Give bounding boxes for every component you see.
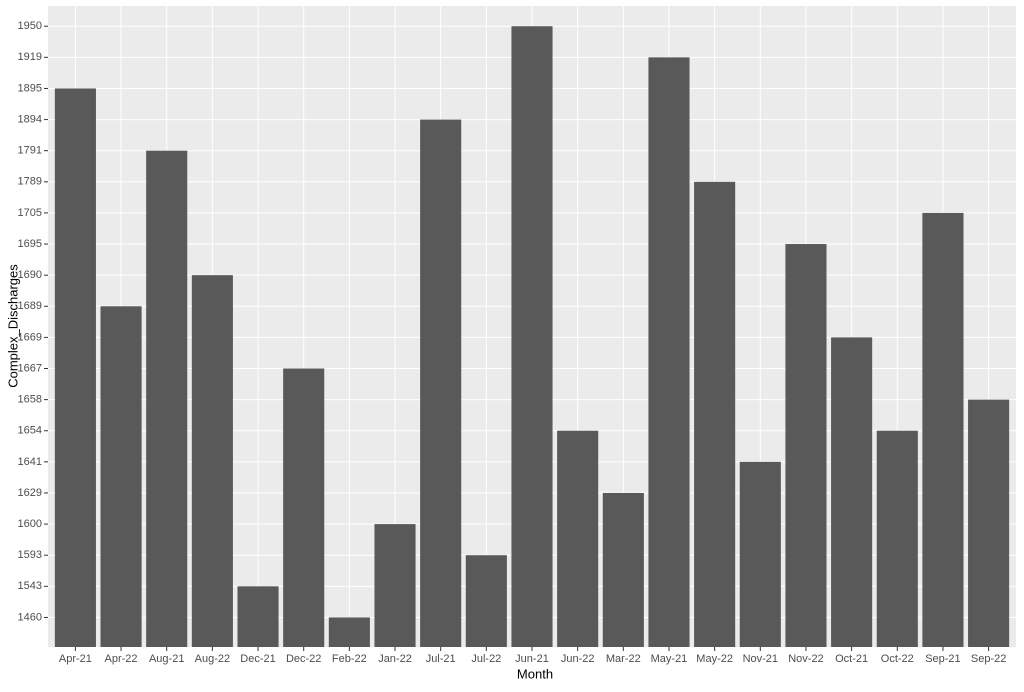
x-tick-label: Apr-21 xyxy=(59,653,92,665)
x-tick-label: Nov-22 xyxy=(788,653,823,665)
bar xyxy=(648,57,690,648)
y-tick-label: 1658 xyxy=(18,394,42,406)
x-tick-label: May-22 xyxy=(696,653,733,665)
x-tick-label: Oct-22 xyxy=(881,653,914,665)
bar xyxy=(374,524,416,647)
bar xyxy=(739,461,781,647)
x-tick-label: Nov-21 xyxy=(743,653,778,665)
y-tick-label: 1689 xyxy=(18,300,42,312)
bar xyxy=(876,430,918,647)
x-tick-label: Aug-21 xyxy=(149,653,184,665)
y-tick-label: 1654 xyxy=(18,425,42,437)
bar xyxy=(237,586,279,647)
bar xyxy=(557,430,599,647)
y-tick-label: 1600 xyxy=(18,518,42,530)
bar xyxy=(465,555,507,647)
x-tick-label: Jul-21 xyxy=(426,653,456,665)
bar xyxy=(146,150,188,647)
x-tick-label: Dec-21 xyxy=(240,653,275,665)
bar xyxy=(100,306,142,647)
y-tick-label: 1629 xyxy=(18,487,42,499)
x-tick-label: Mar-22 xyxy=(606,653,641,665)
x-tick-label: Sep-21 xyxy=(925,653,960,665)
y-tick-label: 1791 xyxy=(18,145,42,157)
x-tick-label: Aug-22 xyxy=(195,653,230,665)
y-tick-label: 1460 xyxy=(18,611,42,623)
x-tick-label: Jul-22 xyxy=(471,653,501,665)
x-tick-label: Feb-22 xyxy=(332,653,367,665)
bar xyxy=(694,181,736,647)
y-tick-label: 1667 xyxy=(18,362,42,374)
bar xyxy=(511,26,553,648)
bar xyxy=(54,88,96,647)
bar xyxy=(283,368,325,647)
bar xyxy=(602,492,644,647)
bar xyxy=(420,119,462,647)
bar xyxy=(785,244,827,647)
y-tick-label: 1950 xyxy=(18,20,42,32)
bar xyxy=(191,275,233,647)
y-tick-label: 1894 xyxy=(18,113,42,125)
x-axis-title: Month xyxy=(517,666,553,681)
x-tick-label: Oct-21 xyxy=(835,653,868,665)
y-tick-label: 1695 xyxy=(18,238,42,250)
y-axis-title: Complex_Discharges xyxy=(5,264,20,388)
bar xyxy=(922,212,964,648)
x-tick-label: Jan-22 xyxy=(378,653,412,665)
bar xyxy=(968,399,1010,647)
y-tick-label: 1919 xyxy=(18,51,42,63)
x-tick-label: May-21 xyxy=(651,653,688,665)
y-tick-label: 1543 xyxy=(18,580,42,592)
x-tick-label: Jun-21 xyxy=(515,653,549,665)
y-tick-label: 1641 xyxy=(18,456,42,468)
y-tick-label: 1789 xyxy=(18,176,42,188)
x-tick-label: Dec-22 xyxy=(286,653,321,665)
y-tick-label: 1669 xyxy=(18,331,42,343)
bar xyxy=(328,617,370,647)
x-tick-label: Jun-22 xyxy=(561,653,595,665)
bar xyxy=(831,337,873,647)
x-tick-label: Apr-22 xyxy=(105,653,138,665)
y-tick-label: 1895 xyxy=(18,82,42,94)
y-tick-label: 1705 xyxy=(18,207,42,219)
y-tick-label: 1593 xyxy=(18,549,42,561)
y-tick-label: 1690 xyxy=(18,269,42,281)
x-tick-label: Sep-22 xyxy=(971,653,1006,665)
